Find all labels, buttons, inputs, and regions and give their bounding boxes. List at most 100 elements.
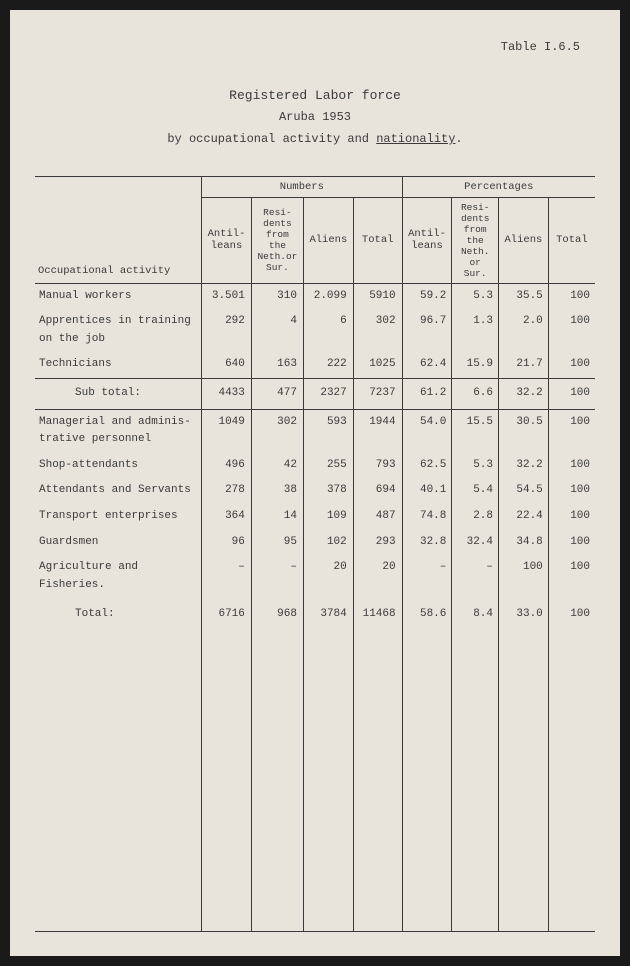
num-cell: 102 [303, 530, 353, 556]
activity-cell: Total: [35, 598, 202, 632]
table-row: Sub total:44334772327723761.26.632.2100 [35, 378, 595, 409]
activity-cell: Agriculture and Fisheries. [35, 555, 202, 598]
pct-cell: 54.5 [499, 478, 549, 504]
header-aliens-n: Aliens [303, 197, 353, 283]
pct-cell: 32.4 [452, 530, 499, 556]
pct-cell: 100 [548, 283, 595, 309]
num-cell: 477 [251, 378, 303, 409]
num-cell: 593 [303, 409, 353, 453]
num-cell: 968 [251, 598, 303, 632]
pct-cell: 2.0 [499, 309, 549, 352]
title-line2: Aruba 1953 [35, 107, 595, 129]
pct-cell: 96.7 [402, 309, 452, 352]
pct-cell: 100 [548, 504, 595, 530]
pct-cell: 100 [548, 409, 595, 453]
spacer-row [35, 632, 595, 932]
table-row: Transport enterprises3641410948774.82.82… [35, 504, 595, 530]
pct-cell: 34.8 [499, 530, 549, 556]
num-cell: 496 [202, 453, 252, 479]
num-cell: 5910 [353, 283, 402, 309]
table-number: Table I.6.5 [35, 40, 595, 54]
pct-cell: 6.6 [452, 378, 499, 409]
num-cell: 95 [251, 530, 303, 556]
header-antilleans-p: Antil- leans [402, 197, 452, 283]
pct-cell: 8.4 [452, 598, 499, 632]
num-cell: 793 [353, 453, 402, 479]
num-cell: 14 [251, 504, 303, 530]
table-body: Manual workers3.5013102.099591059.25.335… [35, 283, 595, 932]
pct-cell: 33.0 [499, 598, 549, 632]
num-cell: 255 [303, 453, 353, 479]
num-cell: 4 [251, 309, 303, 352]
num-cell: 109 [303, 504, 353, 530]
activity-cell: Shop-attendants [35, 453, 202, 479]
pct-cell: 32.2 [499, 453, 549, 479]
num-cell: 378 [303, 478, 353, 504]
document-page: Table I.6.5 Registered Labor force Aruba… [10, 10, 620, 956]
pct-cell: 1.3 [452, 309, 499, 352]
table-row: Technicians640163222102562.415.921.7100 [35, 352, 595, 378]
num-cell: 293 [353, 530, 402, 556]
table-row: Manual workers3.5013102.099591059.25.335… [35, 283, 595, 309]
activity-cell: Technicians [35, 352, 202, 378]
num-cell: – [251, 555, 303, 598]
num-cell: 3.501 [202, 283, 252, 309]
pct-cell: 54.0 [402, 409, 452, 453]
pct-cell: 100 [548, 378, 595, 409]
num-cell: 1049 [202, 409, 252, 453]
num-cell: 310 [251, 283, 303, 309]
activity-cell: Guardsmen [35, 530, 202, 556]
num-cell: 6 [303, 309, 353, 352]
pct-cell: 62.5 [402, 453, 452, 479]
num-cell: 2.099 [303, 283, 353, 309]
activity-cell: Attendants and Servants [35, 478, 202, 504]
header-percentages-group: Percentages [402, 176, 595, 197]
num-cell: 694 [353, 478, 402, 504]
header-residents-n: Resi- dents from the Neth.or Sur. [251, 197, 303, 283]
table-row: Attendants and Servants2783837869440.15.… [35, 478, 595, 504]
num-cell: 163 [251, 352, 303, 378]
num-cell: 640 [202, 352, 252, 378]
pct-cell: 22.4 [499, 504, 549, 530]
pct-cell: 62.4 [402, 352, 452, 378]
activity-cell: Manual workers [35, 283, 202, 309]
pct-cell: 21.7 [499, 352, 549, 378]
pct-cell: 100 [548, 352, 595, 378]
header-aliens-p: Aliens [499, 197, 549, 283]
num-cell: 4433 [202, 378, 252, 409]
activity-cell: Managerial and adminis- trative personne… [35, 409, 202, 453]
pct-cell: 74.8 [402, 504, 452, 530]
header-group-row: Occupational activity Numbers Percentage… [35, 176, 595, 197]
pct-cell: 100 [499, 555, 549, 598]
pct-cell: – [402, 555, 452, 598]
pct-cell: 35.5 [499, 283, 549, 309]
num-cell: 20 [353, 555, 402, 598]
table-row: Managerial and adminis- trative personne… [35, 409, 595, 453]
num-cell: 1944 [353, 409, 402, 453]
num-cell: 302 [251, 409, 303, 453]
num-cell: 487 [353, 504, 402, 530]
num-cell: 302 [353, 309, 402, 352]
title-line3: by occupational activity and nationality… [35, 129, 595, 151]
activity-cell: Apprentices in training on the job [35, 309, 202, 352]
pct-cell: 100 [548, 598, 595, 632]
num-cell: 278 [202, 478, 252, 504]
num-cell: 3784 [303, 598, 353, 632]
num-cell: 38 [251, 478, 303, 504]
title-block: Registered Labor force Aruba 1953 by occ… [35, 84, 595, 151]
pct-cell: 100 [548, 309, 595, 352]
table-row: Shop-attendants4964225579362.55.332.2100 [35, 453, 595, 479]
header-antilleans-n: Antil- leans [202, 197, 252, 283]
pct-cell: 15.9 [452, 352, 499, 378]
pct-cell: 15.5 [452, 409, 499, 453]
table-row: Apprentices in training on the job292463… [35, 309, 595, 352]
pct-cell: 5.4 [452, 478, 499, 504]
num-cell: 6716 [202, 598, 252, 632]
pct-cell: 58.6 [402, 598, 452, 632]
pct-cell: – [452, 555, 499, 598]
title-line1: Registered Labor force [35, 84, 595, 107]
header-total-p: Total [548, 197, 595, 283]
num-cell: – [202, 555, 252, 598]
num-cell: 20 [303, 555, 353, 598]
pct-cell: 100 [548, 555, 595, 598]
